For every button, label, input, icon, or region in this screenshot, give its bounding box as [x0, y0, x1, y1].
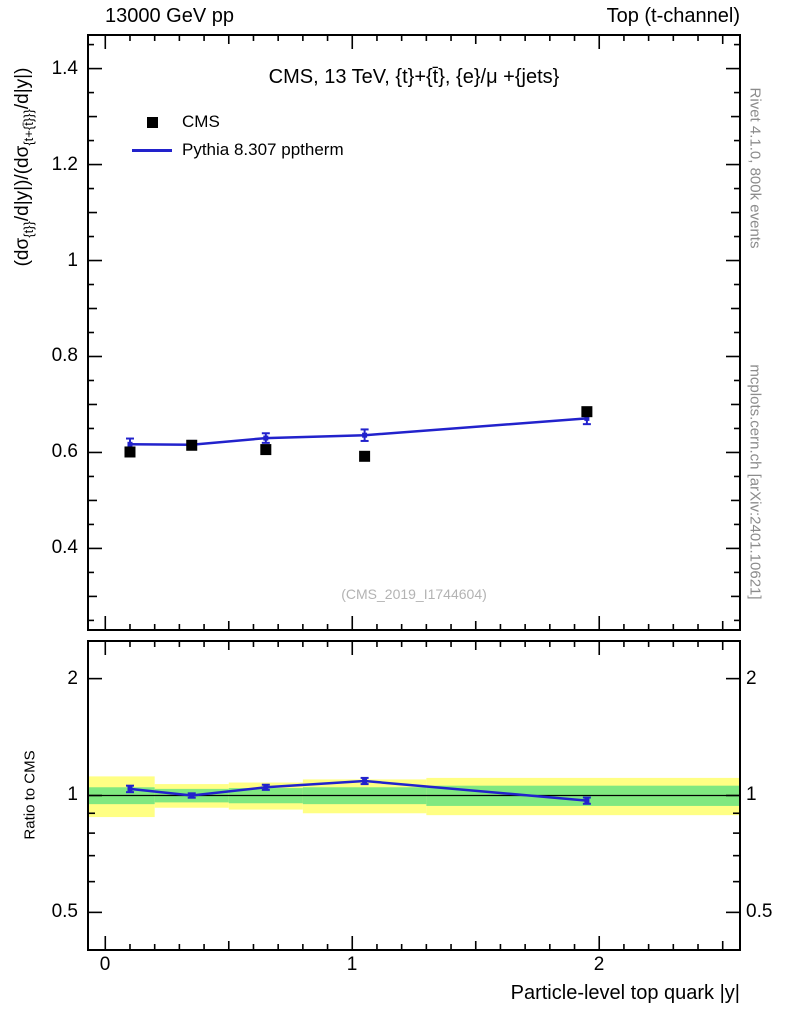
pythia-ratio-series-marker: [362, 778, 368, 784]
ytick-ratio-left-0p5: 0.5: [51, 901, 78, 922]
pythia-ratio-series-marker: [263, 784, 269, 790]
xtick-2: 2: [593, 954, 605, 975]
ytick-ratio-left-2: 2: [67, 668, 78, 689]
ylabel-subscript: {t}}: [21, 221, 36, 238]
filled-square-icon: [146, 116, 158, 128]
pythia-ratio-series-marker: [189, 793, 195, 798]
pythia-main-series-marker: [263, 435, 269, 441]
pythia-ratio-series-marker: [584, 798, 590, 804]
cms-marker-swatch-holder: [130, 116, 174, 128]
legend-item-pythia: Pythia 8.307 pptherm: [130, 136, 344, 164]
cms-main-series-marker: [186, 439, 198, 451]
pythia-main-series-marker: [127, 441, 133, 447]
uncertainty-bands: [88, 776, 740, 818]
ytick-main-0p8: 0.8: [51, 345, 78, 366]
pythia-line-swatch-holder: [130, 148, 174, 152]
xtick-0: 0: [99, 954, 111, 975]
ytick-ratio-left-1: 1: [67, 784, 78, 805]
legend-label-cms: CMS: [182, 112, 220, 131]
ylabel-subscript: {t+{t̄}}}: [21, 109, 36, 146]
rivet-version-label: Rivet 4.1.0, 800k events: [746, 87, 764, 249]
pythia-ratio-series: [125, 776, 591, 805]
ytick-main-1p4: 1.4: [51, 58, 78, 79]
cms-main-series: [124, 406, 593, 462]
header-process-label: Top (t-channel): [606, 5, 740, 27]
header-beam-label: 13000 GeV pp: [105, 5, 234, 27]
cms-main-series-marker: [581, 406, 593, 418]
ytick-main-1p2: 1.2: [51, 154, 78, 175]
legend-label-pythia: Pythia 8.307 pptherm: [182, 140, 344, 159]
pythia-main-series-line: [129, 417, 587, 447]
line-sample-icon: [132, 148, 172, 152]
pythia-main-series-marker: [584, 415, 590, 421]
ytick-main-0p4: 0.4: [51, 537, 78, 558]
cms-main-series-marker: [124, 446, 136, 458]
ytick-ratio-right-1: 1: [746, 784, 757, 805]
x-axis-label: Particle-level top quark |y|: [510, 982, 740, 1004]
xtick-1: 1: [346, 954, 358, 975]
pythia-ratio-series-marker: [127, 786, 133, 792]
cms-main-series-marker: [260, 444, 272, 456]
ytick-ratio-right-0p5: 0.5: [746, 901, 773, 922]
plot-title: CMS, 13 TeV, {t}+{t̄}, {e}/μ +{jets}: [268, 66, 560, 88]
watermark: (CMS_2019_I1744604): [341, 586, 487, 602]
mcplots-arxiv-label: mcplots.cern.ch [arXiv:2401.10621]: [746, 364, 764, 600]
axis-ticks: [88, 35, 740, 951]
legend-item-cms: CMS: [130, 108, 344, 136]
legend: CMS Pythia 8.307 pptherm: [130, 108, 344, 164]
ytick-ratio-right-2: 2: [746, 668, 757, 689]
pythia-main-series-marker: [362, 432, 368, 438]
ytick-main-1: 1: [67, 250, 78, 271]
cms-main-series-marker: [359, 450, 371, 462]
ytick-main-0p6: 0.6: [51, 441, 78, 462]
